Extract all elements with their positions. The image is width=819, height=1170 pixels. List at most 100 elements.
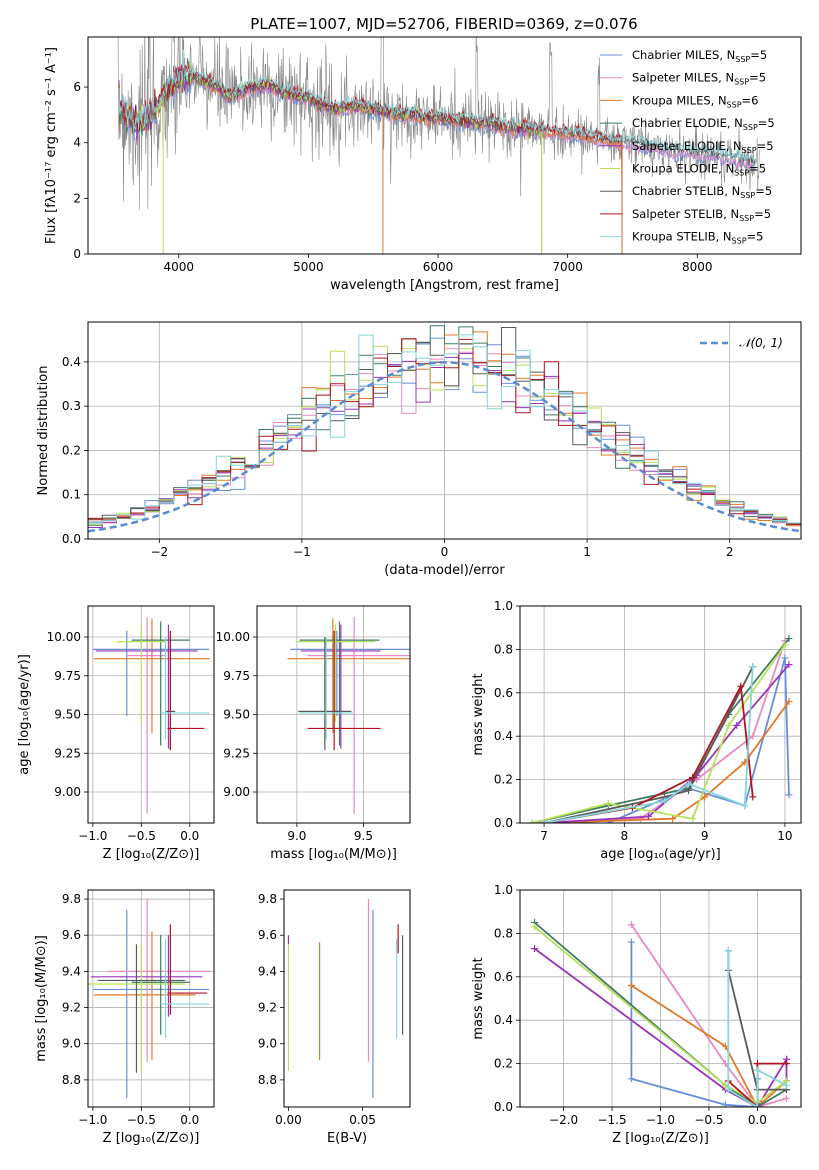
x-tick-label: −0.5 (694, 1113, 723, 1127)
legend-subscript: SSP (732, 237, 747, 246)
weight-marker (753, 1060, 761, 1068)
axes-frame (87, 321, 802, 540)
panel-age_vs_mass: 9.0 9.5 9.00 9.25 9.50 9.75 10.00 mass [log₁₀(M… (216, 605, 411, 862)
y-tick-label: 2 (73, 191, 81, 205)
y-axis-label: Normed distribution (36, 366, 51, 496)
axes-frame (256, 605, 411, 824)
weight-series (543, 666, 754, 823)
legend-value: =5 (750, 48, 767, 62)
y-tick-label: 10.00 (216, 630, 250, 644)
x-tick-label: 0 (441, 545, 449, 559)
y-tick-label: 9.50 (223, 708, 250, 722)
weight-marker (627, 921, 635, 929)
weight-marker (724, 1086, 732, 1094)
weight-marker (737, 682, 745, 690)
y-tick-label: 9.00 (54, 785, 81, 799)
figure-title: PLATE=1007, MJD=52706, FIBERID=0369, z=0… (250, 15, 637, 33)
y-tick-label: 0.1 (62, 488, 81, 502)
legend-entry: Chabrier ELODIE, NSSP=5 (632, 116, 775, 132)
x-tick-label: 0.0 (180, 829, 199, 843)
y-tick-label: 0.0 (62, 532, 81, 546)
x-tick-label: −0.5 (127, 829, 156, 843)
weight-marker (661, 797, 669, 805)
y-tick-label: 9.4 (258, 964, 277, 978)
weight-marker (531, 923, 539, 931)
y-tick-label: 9.0 (62, 1037, 81, 1051)
weight-marker (701, 793, 709, 801)
weight-series (630, 924, 787, 1107)
x-tick-label: 7000 (552, 260, 583, 274)
weight-marker (733, 721, 741, 729)
y-tick-label: 0.2 (62, 443, 81, 457)
x-tick-label: 0.00 (275, 1113, 302, 1127)
x-axis-label: age [log₁₀(age/yr)] (600, 847, 721, 862)
x-tick-label: 5000 (293, 260, 324, 274)
weight-marker (741, 802, 749, 810)
panel-weight_vs_age: 7 8 9 10 0.0 0.2 0.4 0.6 0.8 1.0 age [log₁₀(age/yr… (471, 599, 802, 862)
legend-value: =6 (742, 93, 759, 107)
legend-subscript: SSP (739, 214, 754, 223)
weight-series (727, 950, 787, 1107)
weight-marker (782, 1060, 790, 1068)
weight-series (607, 657, 790, 823)
model-spectrum (118, 67, 543, 254)
legend: Chabrier MILES, NSSP=5 Salpeter MILES, NS… (600, 48, 775, 246)
legend-subscript: SSP (734, 78, 749, 87)
weight-marker (753, 1066, 761, 1074)
x-tick-label: 8000 (682, 260, 713, 274)
legend-entry: Chabrier MILES, NSSP=5 (632, 48, 767, 64)
plot-area (92, 616, 211, 814)
weight-marker (781, 641, 789, 649)
y-tick-label: 0.8 (494, 642, 513, 656)
x-tick-label: −2 (150, 545, 168, 559)
weight-marker (540, 819, 548, 823)
legend-entry: Kroupa MILES, NSSP=6 (632, 93, 758, 109)
legend-value: =5 (757, 139, 774, 153)
x-tick-label: −0.5 (127, 1113, 156, 1127)
legend-subscript: SSP (742, 146, 757, 155)
panel-weight_vs_Z: −2.0 −1.5 −1.0 −0.5 0.0 0.0 0.2 0.4 0.6 0.8 1.0 Z [… (471, 883, 802, 1146)
weight-marker (782, 1094, 790, 1102)
legend-subscript: SSP (727, 100, 742, 109)
normal-curve (88, 361, 801, 533)
weight-marker (781, 654, 789, 662)
y-tick-label: 9.25 (54, 746, 81, 760)
x-tick-label: −2.0 (549, 1113, 578, 1127)
x-tick-label: 6000 (423, 260, 454, 274)
residual-histogram (88, 327, 801, 525)
x-tick-label: 9.5 (354, 829, 373, 843)
weight-marker (721, 1101, 729, 1107)
legend-subscript: SSP (740, 191, 755, 200)
weight-marker (528, 819, 536, 823)
weight-marker (749, 732, 757, 740)
panel-mass_vs_ebv: 0.00 0.05 8.8 9.0 9.2 9.4 9.6 9.8 E(B-V) (258, 889, 411, 1146)
panel-residuals: −2 −1 0 1 2 0.0 0.1 0.2 0.3 0.4 (data-model)/error… (36, 321, 802, 578)
weight-marker (725, 721, 733, 729)
residual-histogram (88, 325, 801, 526)
legend-subscript: SSP (735, 55, 750, 64)
weight-marker (785, 635, 793, 643)
weight-series (543, 683, 754, 823)
y-tick-label: 1.0 (494, 883, 513, 897)
y-axis-label: mass weight (471, 673, 486, 755)
y-tick-label: 9.2 (62, 1001, 81, 1015)
weight-marker (531, 945, 539, 953)
y-tick-label: 9.50 (54, 708, 81, 722)
weight-marker (689, 815, 697, 823)
y-tick-label: 0.4 (494, 1013, 513, 1027)
legend-entry: Kroupa STELIB, NSSP=5 (632, 230, 763, 246)
x-tick-label: 8 (621, 829, 629, 843)
plot-area (88, 899, 211, 1098)
y-tick-label: 9.00 (223, 785, 250, 799)
weight-series (630, 984, 788, 1107)
y-tick-label: 0.2 (494, 773, 513, 787)
y-tick-label: 9.6 (62, 928, 81, 942)
legend-value: =5 (755, 184, 772, 198)
y-axis-label: age [log₁₀(age/yr)] (17, 654, 32, 775)
x-axis-label: Z [log₁₀(Z/Z⊙)] (103, 1131, 200, 1146)
x-tick-label: −1 (293, 545, 311, 559)
residual-histogram (88, 345, 801, 525)
x-axis-label: Z [log₁₀(Z/Z⊙)] (612, 1131, 709, 1146)
plot-area (88, 325, 801, 533)
